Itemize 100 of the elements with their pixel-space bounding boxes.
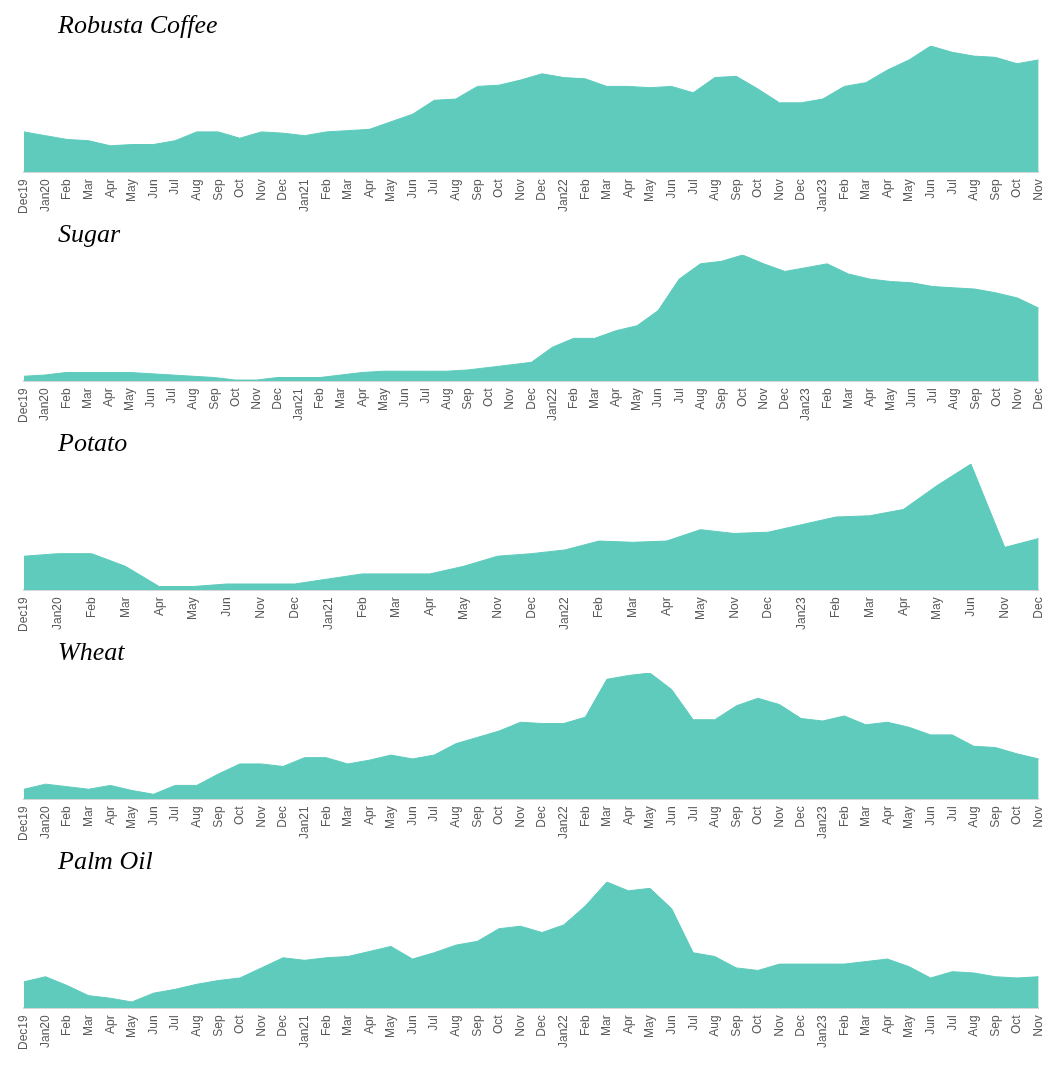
x-tick-label: May — [124, 1015, 139, 1038]
x-tick-label: Mar — [599, 179, 614, 200]
x-tick-label: Nov — [1030, 806, 1045, 828]
x-tick-label: Sep — [987, 805, 1002, 828]
x-tick-label: May — [383, 179, 398, 202]
x-tick-label: Apr — [361, 179, 376, 198]
x-tick-label: Jan20 — [37, 1014, 52, 1049]
x-tick-label: Feb — [312, 388, 327, 409]
x-tick-label: May — [383, 1015, 398, 1038]
x-tick-label: Jan23 — [815, 178, 830, 213]
x-tick-label: Aug — [966, 1015, 981, 1037]
x-tick-label: Dec — [275, 806, 290, 828]
x-tick-label: Jul — [164, 388, 179, 404]
x-tick-label: Apr — [102, 179, 117, 198]
x-tick-label: Oct — [1009, 805, 1024, 825]
chart-title: Wheat — [57, 636, 126, 668]
x-tick-label: Dec — [777, 388, 792, 410]
x-tick-label: Aug — [448, 806, 463, 828]
chart-title: Robusta Coffee — [57, 9, 219, 41]
x-tick-label: Mar — [340, 179, 355, 200]
x-tick-label: Sep — [210, 178, 225, 201]
x-tick-label: Jul — [671, 388, 686, 404]
x-tick-label: May — [882, 388, 897, 411]
x-tick-label: Oct — [734, 387, 749, 407]
x-tick-label: Jul — [685, 179, 700, 195]
x-tick-label: Jun — [922, 806, 937, 826]
x-tick-label: Oct — [1009, 1014, 1024, 1034]
x-tick-label: Sep — [987, 1014, 1002, 1037]
x-tick-label: Jan22 — [557, 596, 572, 631]
x-tick-label: Feb — [318, 806, 333, 827]
x-tick-label: Jun — [145, 1015, 160, 1035]
x-tick-label: Jan23 — [815, 1014, 830, 1049]
x-tick-label: Feb — [83, 597, 98, 618]
x-tick-label: Apr — [102, 1015, 117, 1034]
x-tick-label: Nov — [489, 597, 504, 619]
x-tick-label: Jan20 — [37, 178, 52, 213]
x-tick-label: Apr — [361, 1015, 376, 1034]
x-tick-label: Sep — [728, 1014, 743, 1037]
x-tick-label: Dec — [793, 1015, 808, 1037]
x-tick-label: Nov — [771, 1015, 786, 1037]
x-tick-label: Apr — [151, 597, 166, 616]
x-tick-label: Feb — [59, 1015, 74, 1036]
x-tick-label: Jan22 — [555, 805, 570, 840]
x-tick-label: Jun — [922, 1015, 937, 1035]
x-tick-label: Nov — [253, 597, 268, 619]
x-tick-label: Jul — [944, 1015, 959, 1031]
x-tick-label: Jan21 — [291, 387, 306, 422]
x-tick-label: Oct — [750, 805, 765, 825]
x-tick-label: Apr — [895, 597, 910, 616]
x-tick-label: Oct — [491, 1014, 506, 1034]
x-tick-label: Sep — [469, 1014, 484, 1037]
x-tick-label: Mar — [858, 806, 873, 827]
x-tick-label: May — [929, 597, 944, 620]
x-tick-label: Sep — [728, 805, 743, 828]
x-tick-label: Feb — [318, 179, 333, 200]
x-tick-label: Oct — [481, 387, 496, 407]
x-tick-label: Oct — [232, 1014, 247, 1034]
x-tick-label: Feb — [827, 597, 842, 618]
chart-title: Sugar — [57, 218, 122, 250]
x-tick-label: Jul — [426, 1015, 441, 1031]
x-tick-label: Jan22 — [555, 1014, 570, 1049]
x-tick-label: Feb — [577, 806, 592, 827]
x-tick-label: Mar — [599, 806, 614, 827]
chart-title: Potato — [57, 427, 129, 459]
x-tick-label: Dec — [534, 179, 549, 201]
x-tick-label: Sep — [210, 805, 225, 828]
x-tick-label: Jan22 — [544, 387, 559, 422]
x-tick-label: May — [642, 179, 657, 202]
x-tick-label: Nov — [756, 388, 771, 410]
x-tick-label: Feb — [318, 1015, 333, 1036]
chart-title: Palm Oil — [57, 845, 154, 877]
x-tick-label: Apr — [422, 597, 437, 616]
x-tick-label: Apr — [608, 388, 623, 407]
x-tick-label: Aug — [189, 806, 204, 828]
x-tick-label: Feb — [836, 806, 851, 827]
x-tick-label: Oct — [988, 387, 1003, 407]
x-tick-label: Nov — [253, 179, 268, 201]
x-tick-label: Jul — [426, 179, 441, 195]
x-tick-label: Jun — [219, 597, 234, 617]
x-tick-label: Dec — [286, 597, 301, 619]
x-tick-label: Jan23 — [815, 805, 830, 840]
x-tick-label: Dec — [1030, 388, 1045, 410]
x-tick-label: Aug — [707, 1015, 722, 1037]
x-tick-label: Apr — [361, 806, 376, 825]
x-tick-label: Mar — [81, 1015, 96, 1036]
x-tick-label: Dec — [534, 806, 549, 828]
x-tick-label: Apr — [879, 179, 894, 198]
x-tick-label: May — [383, 806, 398, 829]
x-tick-label: Nov — [512, 806, 527, 828]
x-tick-label: Dec19 — [16, 387, 31, 423]
x-tick-label: Nov — [253, 1015, 268, 1037]
x-tick-label: Jan20 — [50, 596, 65, 631]
x-tick-label: Jan20 — [37, 387, 52, 422]
x-tick-label: Feb — [58, 388, 73, 409]
x-tick-label: May — [901, 179, 916, 202]
x-tick-label: Dec — [793, 179, 808, 201]
x-tick-label: Apr — [100, 388, 115, 407]
x-tick-label: Aug — [189, 1015, 204, 1037]
x-tick-label: Apr — [354, 388, 369, 407]
x-tick-label: Oct — [750, 1014, 765, 1034]
